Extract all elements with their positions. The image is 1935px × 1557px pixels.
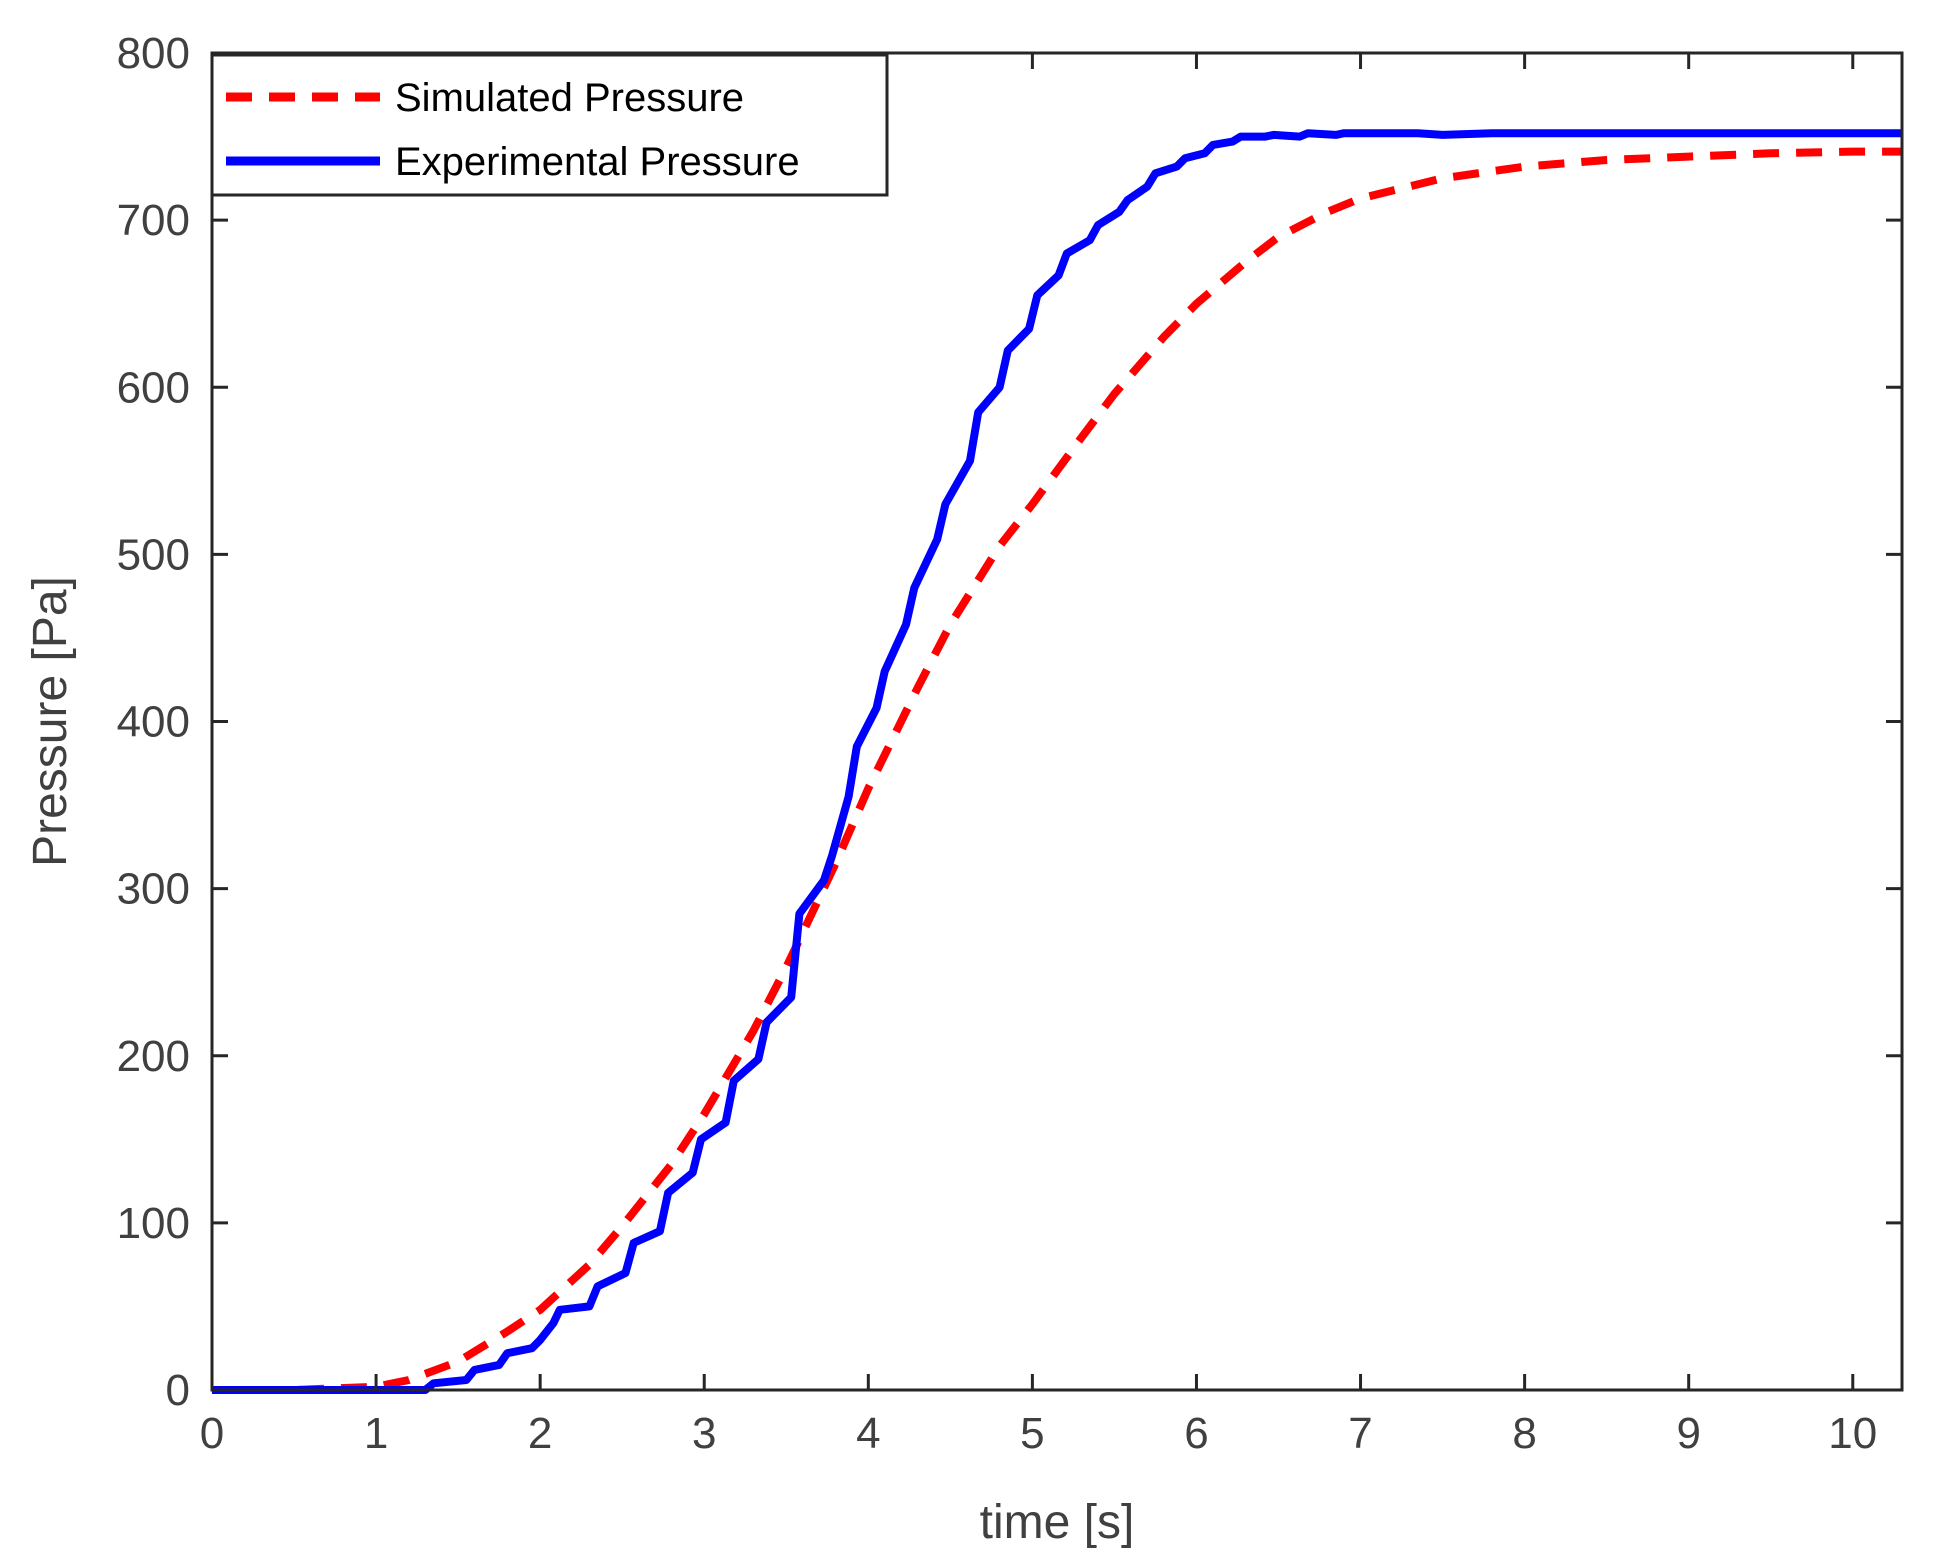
y-tick-label: 600 <box>117 363 190 412</box>
y-tick-label: 0 <box>166 1366 190 1415</box>
x-tick-label: 10 <box>1828 1409 1877 1458</box>
x-tick-label: 4 <box>856 1409 880 1458</box>
x-tick-label: 1 <box>364 1409 388 1458</box>
x-axis-title: time [s] <box>980 1496 1135 1549</box>
legend: Simulated Pressure Experimental Pressure <box>210 53 889 197</box>
y-tick-label: 300 <box>117 865 190 914</box>
x-tick-label: 0 <box>200 1409 224 1458</box>
y-tick-label: 800 <box>117 29 190 78</box>
y-tick-label: 400 <box>117 698 190 747</box>
y-tick-label: 500 <box>117 530 190 579</box>
legend-label-simulated: Simulated Pressure <box>395 76 744 120</box>
x-tick-label: 3 <box>692 1409 716 1458</box>
y-tick-label: 100 <box>117 1199 190 1248</box>
legend-box <box>210 53 889 197</box>
legend-label-experimental: Experimental Pressure <box>395 140 800 184</box>
x-tick-label: 2 <box>528 1409 552 1458</box>
y-tick-label: 700 <box>117 196 190 245</box>
x-tick-label: 7 <box>1348 1409 1372 1458</box>
y-axis-title: Pressure [Pa] <box>24 576 77 867</box>
x-tick-label: 5 <box>1020 1409 1044 1458</box>
x-tick-label: 8 <box>1512 1409 1536 1458</box>
series-line-experimental <box>212 129 1902 1394</box>
series-layer <box>212 129 1902 1394</box>
y-tick-label: 200 <box>117 1032 190 1081</box>
plot-frame <box>210 51 1904 1392</box>
x-tick-label: 9 <box>1676 1409 1700 1458</box>
x-tick-label: 6 <box>1184 1409 1208 1458</box>
